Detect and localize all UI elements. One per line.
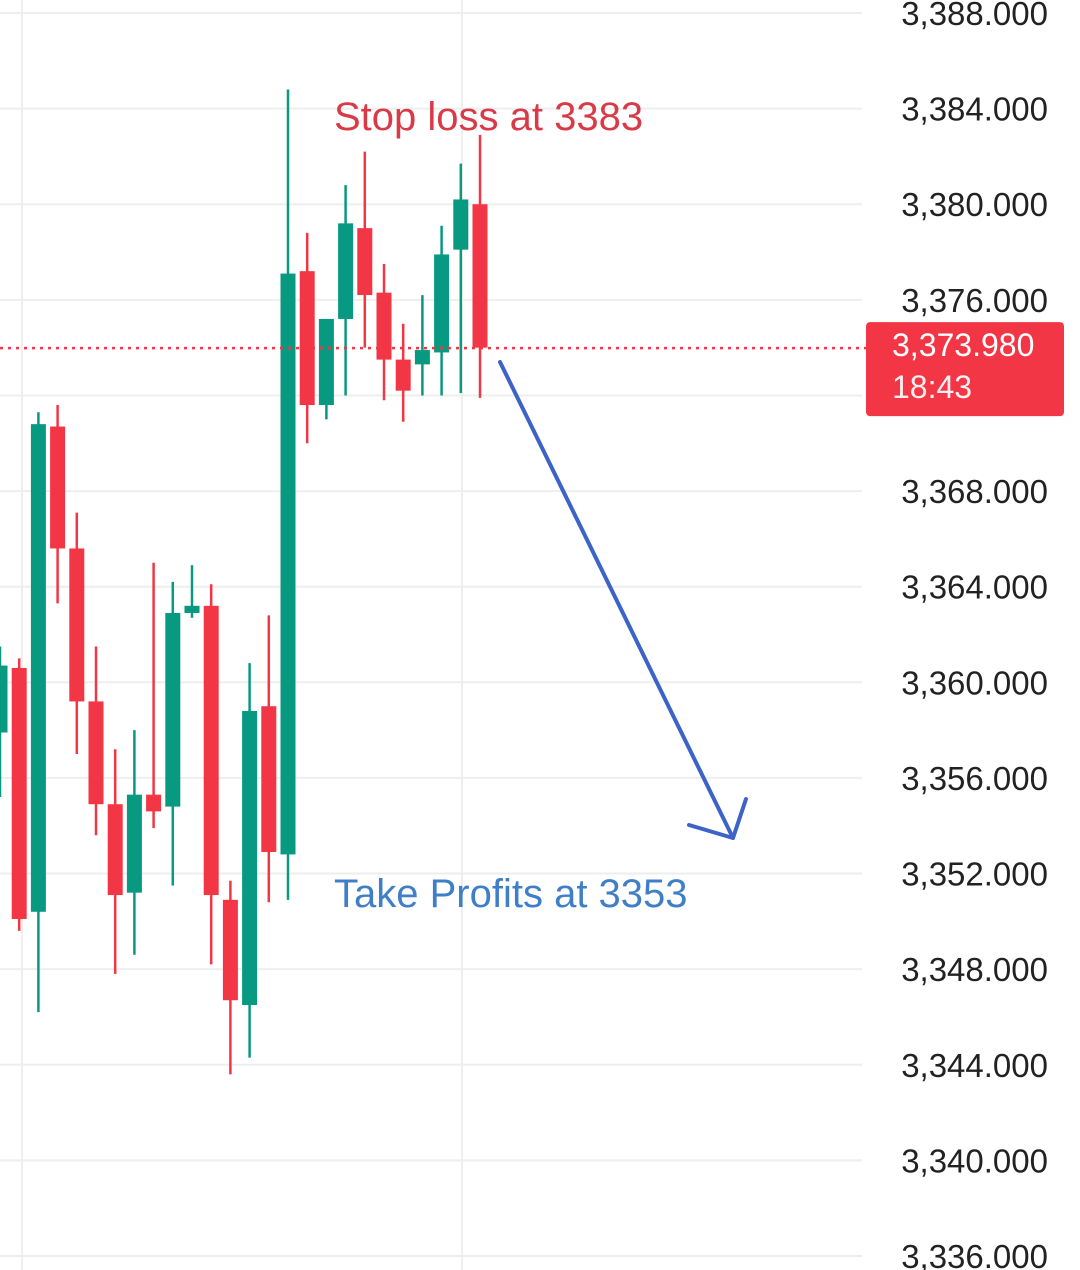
candle <box>395 323 411 422</box>
candle-body <box>88 701 104 805</box>
arrow-head <box>687 797 748 840</box>
candle-body <box>165 612 181 807</box>
candle <box>242 663 258 1058</box>
candle-body <box>0 665 8 733</box>
y-tick-label: 3,364.000 <box>901 569 1048 606</box>
candle <box>203 584 219 965</box>
candle <box>222 880 238 1075</box>
candle-body <box>184 605 200 613</box>
candle-body <box>126 794 142 893</box>
candle <box>30 412 46 1013</box>
candle-body <box>299 271 315 406</box>
y-tick-label: 3,376.000 <box>901 282 1048 319</box>
candle <box>318 318 334 420</box>
candle-body <box>203 605 219 896</box>
candle <box>453 163 469 394</box>
candle-body <box>434 254 450 353</box>
y-tick-label: 3,368.000 <box>901 473 1048 510</box>
candle <box>434 225 450 396</box>
y-tick-label: 3,388.000 <box>901 0 1048 32</box>
candle-body <box>11 667 27 919</box>
down-arrow-drawing <box>498 360 748 840</box>
candle-body <box>472 204 488 348</box>
candle <box>376 263 392 401</box>
candle <box>299 232 315 444</box>
candle <box>280 89 296 900</box>
candle-body <box>376 292 392 360</box>
candle <box>107 749 123 974</box>
candle-body <box>50 426 66 549</box>
candle-body <box>338 223 354 319</box>
y-tick-label: 3,336.000 <box>901 1238 1048 1270</box>
y-tick-label: 3,384.000 <box>901 91 1048 128</box>
y-tick-label: 3,344.000 <box>901 1047 1048 1084</box>
candle <box>414 295 430 396</box>
candle-body <box>357 228 373 296</box>
y-tick-label: 3,380.000 <box>901 186 1048 223</box>
candle-body <box>414 350 430 365</box>
y-tick-label: 3,356.000 <box>901 760 1048 797</box>
candle <box>126 730 142 955</box>
candle <box>69 512 85 755</box>
candle <box>50 405 66 604</box>
candle <box>338 185 354 396</box>
candle <box>261 615 277 903</box>
candle-body <box>146 794 162 812</box>
candle-layer <box>0 89 488 1075</box>
candle-body <box>318 318 334 406</box>
candle-body <box>453 199 469 250</box>
candle-body <box>395 359 411 391</box>
grid-layer <box>0 0 862 1270</box>
countdown-label: 18:43 <box>892 369 972 405</box>
candle <box>0 646 8 798</box>
candle-body <box>242 710 258 1006</box>
candle-body <box>222 899 238 1001</box>
candle-body <box>261 706 277 853</box>
candle <box>165 581 181 886</box>
candle-body <box>69 548 85 702</box>
candle <box>357 151 373 348</box>
y-tick-label: 3,340.000 <box>901 1142 1048 1179</box>
current-price-label: 3,373.980 <box>892 327 1034 363</box>
y-axis: 3,388.0003,384.0003,380.0003,376.0003,37… <box>901 0 1048 1270</box>
candle-body <box>107 804 123 896</box>
y-tick-label: 3,348.000 <box>901 951 1048 988</box>
stop-loss-annotation: Stop loss at 3383 <box>334 95 643 139</box>
y-tick-label: 3,352.000 <box>901 856 1048 893</box>
take-profit-annotation: Take Profits at 3353 <box>334 872 688 916</box>
candle <box>472 134 488 398</box>
candle-body <box>280 273 296 855</box>
arrow-shaft <box>498 360 735 840</box>
candle <box>88 646 104 836</box>
candle <box>184 565 200 618</box>
y-tick-label: 3,360.000 <box>901 664 1048 701</box>
candle <box>11 658 27 931</box>
current-price-tag <box>866 322 1064 417</box>
candle <box>146 562 162 829</box>
candle-body <box>30 424 46 912</box>
